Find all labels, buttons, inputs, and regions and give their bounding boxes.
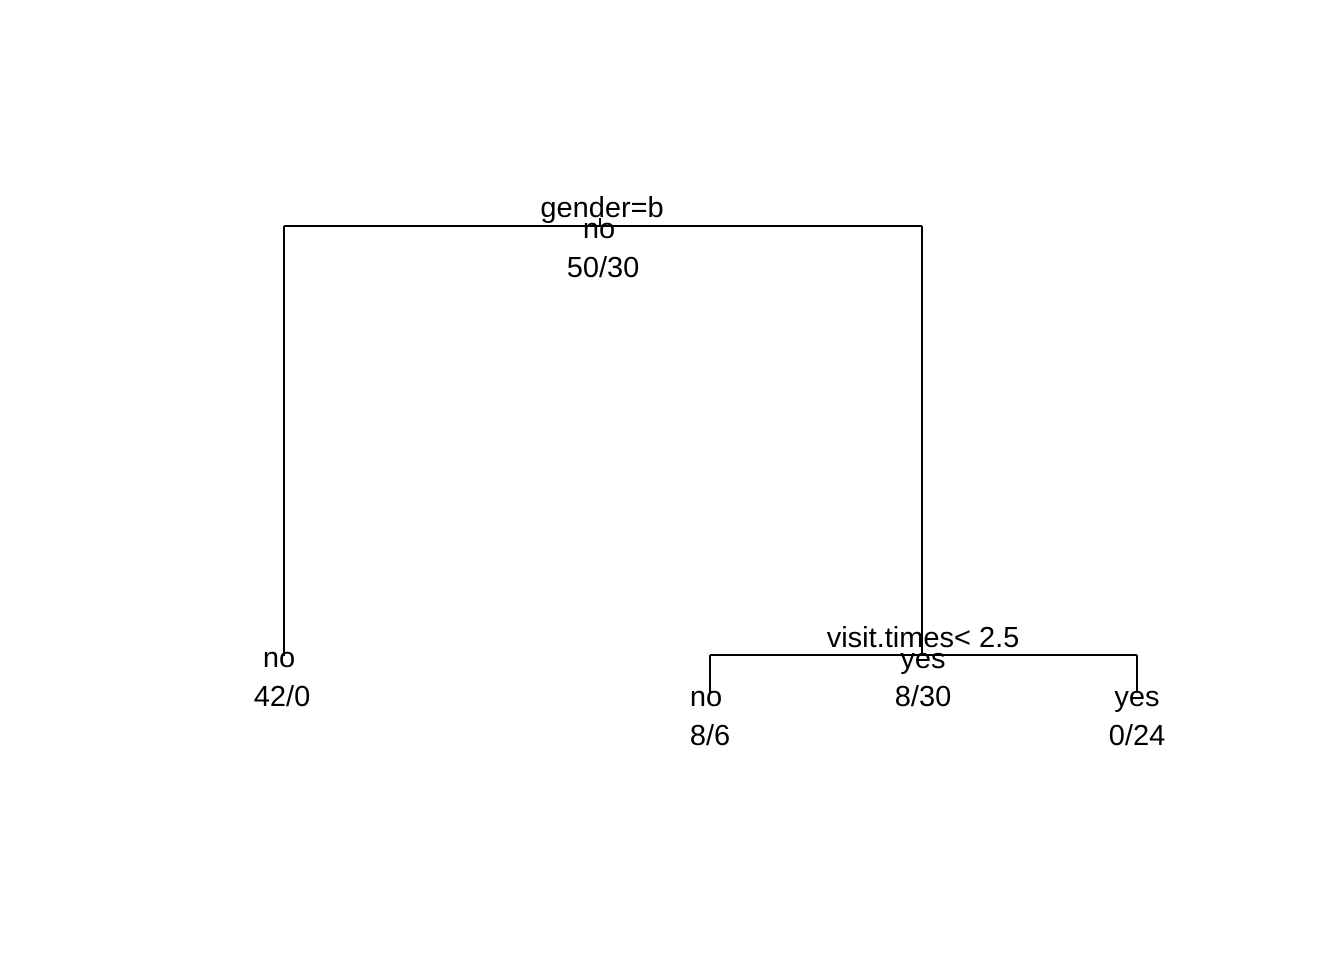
- leaf-split2-left-counts-label: 8/6: [690, 720, 730, 752]
- leaf-left-counts-label: 42/0: [254, 681, 310, 713]
- split-node-visit-times: visit.times< 2.5 yes 8/30: [827, 622, 1020, 713]
- leaf-split2-left-class-label: no: [690, 681, 722, 713]
- root-node: gender=b no 50/30: [540, 192, 663, 284]
- leaf-split2-left: no 8/6: [690, 681, 730, 752]
- root-split-label: gender=b: [540, 192, 663, 224]
- split2-label: visit.times< 2.5: [827, 622, 1020, 654]
- root-counts-label: 50/30: [567, 252, 640, 284]
- leaf-split2-right-class-label: yes: [1114, 681, 1159, 713]
- root-class-label: no: [583, 213, 615, 245]
- split2-class-label: yes: [900, 643, 945, 675]
- leaf-split2-right: yes 0/24: [1109, 681, 1165, 752]
- leaf-left-class-label: no: [263, 642, 295, 674]
- tree-edges: [283, 218, 1138, 693]
- leaf-split2-right-counts-label: 0/24: [1109, 720, 1165, 752]
- split2-counts-label: 8/30: [895, 681, 951, 713]
- leaf-left: no 42/0: [254, 642, 310, 713]
